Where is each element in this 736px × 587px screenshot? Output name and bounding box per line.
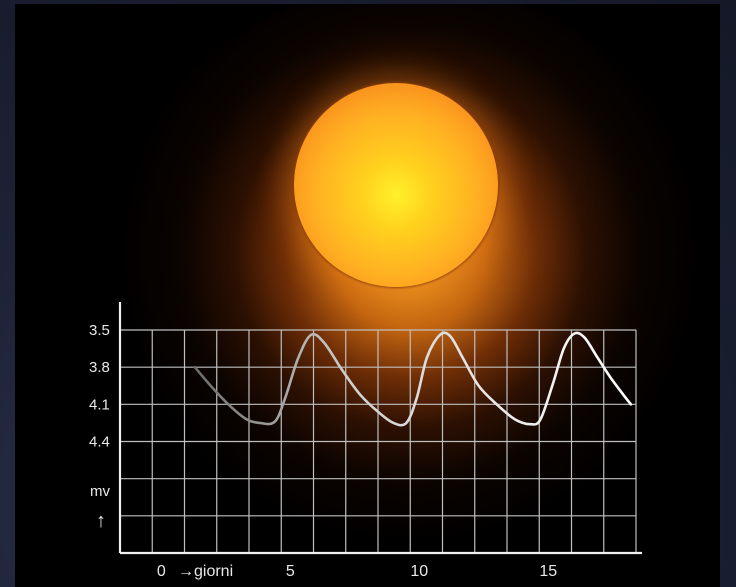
chart-grid <box>120 329 637 554</box>
image-panel <box>15 4 720 587</box>
y-tick-label: 3.5 <box>89 322 110 339</box>
x-tick-label: 10 <box>410 563 428 580</box>
x-tick-label: 5 <box>286 563 295 580</box>
y-tick-label: 3.8 <box>89 359 110 376</box>
light-curve <box>193 331 633 427</box>
star-disk <box>294 83 498 287</box>
chart-axes <box>118 302 642 555</box>
y-axis-label: mv <box>90 483 110 500</box>
y-tick-labels: 3.5 3.8 4.1 4.4 <box>89 322 110 451</box>
y-tick-label: 4.1 <box>89 396 110 413</box>
x-tick-label: 0 <box>157 563 166 580</box>
light-curve-line <box>193 331 633 427</box>
y-tick-label: 4.4 <box>89 434 110 451</box>
x-tick-labels: 0 5 10 15 <box>157 563 557 580</box>
x-tick-label: 15 <box>539 563 557 580</box>
y-axis-arrow: ↑ <box>96 510 106 532</box>
x-axis-label: →giorni <box>178 563 233 580</box>
